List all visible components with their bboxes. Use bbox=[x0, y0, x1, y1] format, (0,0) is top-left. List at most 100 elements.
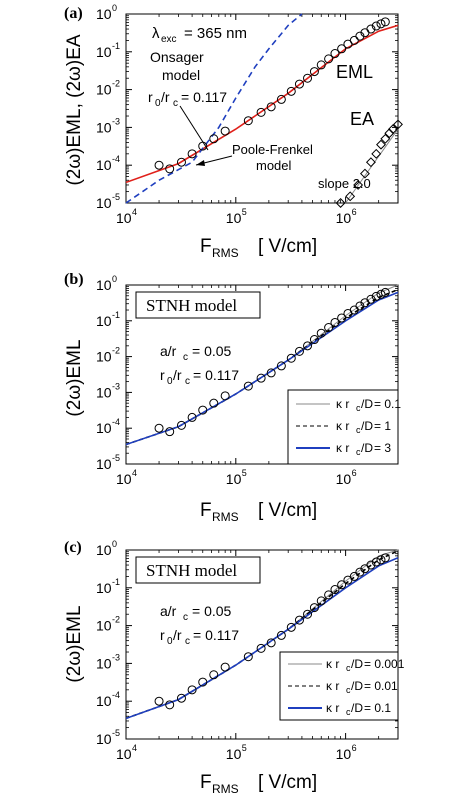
a-data-point bbox=[165, 164, 175, 174]
panel-b-xlabel: F RMS [ V/cm] bbox=[200, 500, 317, 524]
a-data-point bbox=[324, 54, 334, 64]
b-data-point bbox=[355, 301, 365, 311]
panel-b-xlabel-unit: [ V/cm] bbox=[258, 500, 317, 521]
a-curve-3 bbox=[125, 13, 303, 204]
panel-b-label: (b) bbox=[64, 271, 84, 288]
a-data-point bbox=[316, 60, 326, 70]
a-data-point bbox=[220, 126, 230, 136]
c-ytick-label: 10 bbox=[96, 731, 112, 747]
c-data-point bbox=[220, 662, 230, 672]
a-ytick-label: 10 bbox=[96, 44, 112, 60]
c-ytick-exponent: 0 bbox=[112, 539, 117, 549]
panel-a-xlabel-unit: [ V/cm] bbox=[258, 236, 317, 257]
a-data-point bbox=[355, 31, 365, 41]
ratio-slash: /r bbox=[161, 89, 170, 105]
pf-arrowhead bbox=[196, 160, 205, 166]
b-p2-a: r bbox=[160, 367, 165, 383]
c-p1-sub: c bbox=[183, 612, 188, 623]
c-p2-mid: /r bbox=[173, 627, 182, 643]
panel-b-xlabel-sub: RMS bbox=[212, 510, 239, 524]
a-curve-2 bbox=[125, 24, 399, 184]
c-leg1-v: = 0.001 bbox=[364, 657, 405, 671]
c-data-point bbox=[371, 557, 381, 567]
a-data-point bbox=[256, 107, 266, 117]
b-leg1-v: = 0.1 bbox=[374, 397, 401, 411]
panel-b-model-box bbox=[135, 291, 261, 319]
b-p2-b: = 0.117 bbox=[193, 367, 239, 383]
b-ytick-exponent: -3 bbox=[112, 381, 120, 391]
b-leg2-k: κ r bbox=[336, 419, 349, 433]
b-data-point bbox=[256, 373, 266, 383]
c-data-point bbox=[198, 677, 208, 687]
ratio-rc-sub: c bbox=[173, 98, 178, 109]
b-ytick-label: 10 bbox=[96, 313, 112, 329]
c-p1-a: a/r bbox=[160, 603, 177, 619]
a-ytick-label: 10 bbox=[96, 157, 112, 173]
b-ytick-label: 10 bbox=[96, 456, 112, 472]
a-ea-point bbox=[365, 157, 376, 168]
b-ytick-exponent: 0 bbox=[112, 274, 117, 284]
panel-b-param-2: r 0 /r c = 0.117 bbox=[160, 367, 239, 387]
ea-label: EA bbox=[350, 109, 374, 129]
c-data-point bbox=[276, 630, 286, 640]
panel-c-xlabel-sub: RMS bbox=[212, 782, 239, 796]
b-ytick-exponent: -5 bbox=[112, 453, 120, 463]
a-ytick-exponent: -4 bbox=[112, 154, 120, 164]
b-leg3-v: = 3 bbox=[374, 441, 391, 455]
b-xtick-label: 10 bbox=[336, 471, 352, 487]
a-data-point bbox=[243, 116, 253, 126]
panel-a: 10 4 10 5 10 610 -510 -410 -310 -210 -110 0 (2ω)EML… bbox=[64, 3, 403, 260]
lambda-subscript: exc bbox=[161, 34, 177, 45]
c-p1-b: = 0.05 bbox=[192, 603, 232, 619]
c-data-point bbox=[243, 652, 253, 662]
c-p2-a: r bbox=[160, 627, 165, 643]
panel-c-xlabel-unit: [ V/cm] bbox=[258, 772, 317, 793]
panel-c-legend: κ r c /D = 0.001 κ r c /D = 0.01 κ r c /… bbox=[279, 651, 405, 721]
a-ea-point bbox=[380, 133, 391, 144]
c-xtick-label: 10 bbox=[116, 746, 132, 762]
c-leg2-sub: c bbox=[346, 685, 351, 695]
a-ytick-exponent: -3 bbox=[112, 116, 120, 126]
c-ytick-label: 10 bbox=[96, 542, 112, 558]
a-data-point bbox=[154, 160, 164, 170]
b-p1-b: = 0.05 bbox=[192, 343, 232, 359]
c-legend-entry-2: κ r c /D = 0.01 bbox=[326, 679, 398, 695]
c-data-point bbox=[330, 585, 340, 595]
a-xtick-label: 10 bbox=[116, 210, 132, 226]
onsager-label-2: model bbox=[162, 67, 200, 83]
c-data-point bbox=[165, 700, 175, 710]
b-ytick-label: 10 bbox=[96, 277, 112, 293]
a-ea-point bbox=[393, 119, 403, 130]
b-leg1-k: κ r bbox=[336, 397, 349, 411]
b-data-point bbox=[276, 361, 286, 371]
c-leg3-sub: c bbox=[346, 707, 351, 717]
c-ytick-exponent: -4 bbox=[112, 690, 120, 700]
lambda-symbol: λ bbox=[152, 25, 160, 42]
panel-c-xlabel-main: F bbox=[200, 772, 212, 793]
b-legend-entry-1: κ r c /D = 0.1 bbox=[336, 397, 401, 413]
b-legend-entry-2: κ r c /D = 1 bbox=[336, 419, 391, 435]
panel-b-ylabel: (2ω)EML bbox=[64, 339, 85, 416]
panel-a-ylabel: (2ω)EML, (2ω)EA bbox=[64, 34, 85, 185]
a-data-point bbox=[330, 49, 340, 59]
a-ytick-label: 10 bbox=[96, 195, 112, 211]
b-data-point bbox=[187, 412, 197, 422]
b-leg2-sub: c bbox=[356, 425, 361, 435]
a-ytick-exponent: -1 bbox=[112, 41, 120, 51]
b-ytick-label: 10 bbox=[96, 349, 112, 365]
b-data-point bbox=[294, 346, 304, 356]
c-ytick-exponent: -5 bbox=[112, 728, 120, 738]
b-data-point bbox=[309, 335, 319, 345]
a-ytick-exponent: 0 bbox=[112, 3, 117, 13]
c-p2-b: = 0.117 bbox=[193, 627, 239, 643]
c-data-point bbox=[154, 696, 164, 706]
panel-c-model-label: STNH model bbox=[146, 561, 237, 580]
b-xtick-exponent: 4 bbox=[132, 468, 137, 478]
c-data-point bbox=[286, 622, 296, 632]
c-legend-entry-3: κ r c /D = 0.1 bbox=[326, 701, 391, 717]
a-data-point bbox=[266, 102, 276, 112]
a-data-point bbox=[349, 35, 359, 45]
panel-a-xlabel: F RMS [ V/cm] bbox=[200, 236, 317, 260]
b-p1-sub: c bbox=[183, 352, 188, 363]
c-legend-entry-1: κ r c /D = 0.001 bbox=[326, 657, 405, 673]
